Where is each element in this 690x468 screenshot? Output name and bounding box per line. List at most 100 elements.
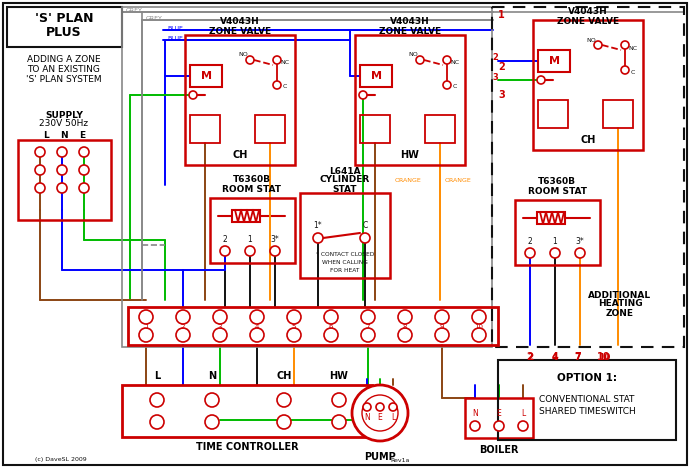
Circle shape (324, 310, 338, 324)
Circle shape (176, 328, 190, 342)
Text: 4: 4 (255, 324, 259, 330)
Text: ZONE VALVE: ZONE VALVE (209, 27, 271, 36)
Text: NO: NO (238, 52, 248, 58)
Text: N: N (472, 409, 478, 417)
Circle shape (287, 328, 301, 342)
Circle shape (250, 310, 264, 324)
Circle shape (360, 233, 370, 243)
Bar (425, 115, 455, 143)
Text: C: C (453, 85, 457, 89)
Circle shape (361, 328, 375, 342)
Text: N: N (60, 132, 68, 140)
Text: CYLINDER: CYLINDER (320, 176, 370, 184)
Bar (538, 50, 570, 72)
Circle shape (79, 183, 89, 193)
Text: 3: 3 (218, 324, 222, 330)
Circle shape (245, 246, 255, 256)
Circle shape (575, 248, 585, 258)
Bar (185, 35, 295, 165)
Circle shape (550, 248, 560, 258)
Text: 8: 8 (403, 324, 407, 330)
Circle shape (359, 91, 367, 99)
Circle shape (57, 183, 67, 193)
Text: BLUE: BLUE (167, 36, 183, 41)
Bar (255, 115, 285, 143)
Text: 7: 7 (575, 352, 581, 361)
Bar (360, 65, 392, 87)
Text: 1: 1 (498, 10, 505, 20)
Text: 1: 1 (553, 237, 558, 247)
Text: 5: 5 (292, 324, 296, 330)
Circle shape (270, 246, 280, 256)
Text: L: L (43, 132, 49, 140)
Circle shape (35, 147, 45, 157)
Circle shape (213, 328, 227, 342)
Text: N: N (364, 412, 370, 422)
Text: TO AN EXISTING: TO AN EXISTING (28, 66, 101, 74)
Bar (210, 198, 295, 263)
Text: GREY: GREY (126, 7, 143, 13)
Text: V4043H: V4043H (220, 17, 260, 27)
Circle shape (443, 56, 451, 64)
Text: BOILER: BOILER (480, 445, 519, 455)
Circle shape (472, 310, 486, 324)
Bar (465, 398, 533, 438)
Text: 2: 2 (527, 352, 533, 361)
Text: TIME CONTROLLER: TIME CONTROLLER (196, 442, 298, 452)
Text: 2: 2 (526, 352, 533, 362)
Text: ZONE: ZONE (606, 308, 634, 317)
Text: T6360B: T6360B (233, 176, 271, 184)
Text: 10: 10 (475, 324, 484, 330)
Circle shape (220, 246, 230, 256)
Circle shape (361, 310, 375, 324)
Text: T6360B: T6360B (538, 177, 576, 187)
Bar (300, 193, 390, 278)
Text: NC: NC (451, 60, 460, 66)
Circle shape (324, 328, 338, 342)
Text: ORANGE: ORANGE (395, 177, 422, 183)
Text: 10: 10 (598, 352, 610, 361)
Text: CH: CH (276, 371, 292, 381)
Text: ORANGE: ORANGE (445, 177, 472, 183)
Text: 6: 6 (328, 324, 333, 330)
Text: 2: 2 (223, 235, 228, 244)
Circle shape (79, 147, 89, 157)
Circle shape (362, 395, 398, 431)
Bar (492, 7, 684, 347)
Bar (190, 115, 220, 143)
Text: 9: 9 (440, 324, 444, 330)
Text: ADDING A ZONE: ADDING A ZONE (27, 56, 101, 65)
Bar (190, 65, 222, 87)
Text: 4: 4 (551, 352, 558, 362)
Bar (18, 140, 111, 220)
Text: Rev1a: Rev1a (391, 458, 410, 462)
Text: PLUS: PLUS (46, 25, 82, 38)
Bar (355, 35, 465, 165)
Circle shape (35, 183, 45, 193)
Text: HW: HW (401, 150, 420, 160)
Text: OPTION 1:: OPTION 1: (557, 373, 617, 383)
Text: ZONE VALVE: ZONE VALVE (557, 16, 619, 25)
Bar (533, 20, 643, 150)
Text: 1: 1 (144, 324, 148, 330)
Text: ROOM STAT: ROOM STAT (222, 184, 282, 193)
Text: L: L (391, 412, 395, 422)
Circle shape (79, 165, 89, 175)
Text: M: M (201, 71, 212, 81)
Text: HEATING: HEATING (598, 300, 642, 308)
Text: M: M (549, 56, 560, 66)
Bar (538, 100, 568, 128)
Text: CH: CH (580, 135, 595, 145)
Text: BLUE: BLUE (167, 25, 183, 30)
Text: CH: CH (233, 150, 248, 160)
Text: NC: NC (280, 60, 290, 66)
Circle shape (150, 415, 164, 429)
Text: SHARED TIMESWITCH: SHARED TIMESWITCH (539, 408, 635, 417)
Circle shape (57, 165, 67, 175)
Bar (122, 7, 492, 347)
Text: NO: NO (586, 37, 596, 43)
Circle shape (277, 415, 291, 429)
Bar (128, 307, 498, 345)
Text: * CONTACT CLOSED: * CONTACT CLOSED (316, 253, 374, 257)
Text: V4043H: V4043H (568, 7, 608, 16)
